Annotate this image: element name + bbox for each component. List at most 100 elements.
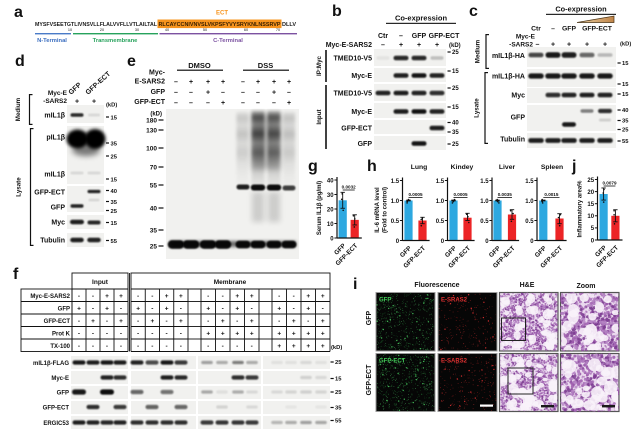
svg-text:-: -: [207, 293, 209, 300]
svg-text:0: 0: [396, 239, 400, 245]
svg-text:E-SRAS2: E-SRAS2: [441, 298, 468, 304]
svg-text:35: 35: [111, 200, 118, 206]
svg-text:0: 0: [330, 236, 334, 242]
svg-text:GFP: GFP: [58, 307, 70, 313]
svg-text:–: –: [256, 100, 260, 107]
svg-text:+: +: [306, 306, 310, 313]
svg-text:20: 20: [100, 28, 104, 32]
svg-text:+: +: [292, 331, 296, 338]
svg-text:+: +: [287, 79, 291, 86]
svg-text:+: +: [75, 99, 79, 106]
svg-text:Myc: Myc: [51, 220, 65, 227]
svg-text:–: –: [256, 90, 260, 97]
svg-text:+: +: [321, 343, 325, 350]
svg-text:+: +: [567, 42, 571, 49]
svg-text:–: –: [287, 90, 291, 97]
svg-text:+: +: [235, 293, 239, 300]
svg-text:(Fold to control): (Fold to control): [383, 187, 389, 233]
svg-text:-: -: [278, 293, 280, 300]
svg-text:0.5: 0.5: [525, 219, 534, 225]
svg-text:+: +: [119, 318, 123, 325]
svg-text:Ctr: Ctr: [378, 33, 388, 40]
svg-text:20: 20: [327, 207, 334, 213]
svg-text:TMED10-V5: TMED10-V5: [333, 56, 372, 63]
svg-text:–: –: [399, 33, 403, 40]
svg-text:40: 40: [622, 108, 628, 114]
svg-text:-: -: [137, 293, 139, 300]
svg-text:55: 55: [335, 419, 342, 425]
svg-text:15: 15: [335, 377, 342, 383]
svg-text:+: +: [179, 318, 183, 325]
svg-text:35: 35: [452, 130, 459, 136]
svg-text:+: +: [206, 90, 210, 97]
svg-text:GFP: GFP: [358, 141, 373, 148]
svg-text:55: 55: [622, 139, 629, 145]
svg-text:–: –: [206, 100, 210, 107]
svg-text:g: g: [308, 158, 318, 175]
svg-text:-: -: [322, 306, 324, 313]
svg-text:–: –: [241, 100, 245, 107]
svg-text:-SARS2: -SARS2: [509, 42, 533, 49]
svg-text:10: 10: [587, 214, 594, 220]
svg-text:40: 40: [327, 178, 334, 184]
svg-text:+: +: [105, 306, 109, 313]
svg-text:-: -: [222, 343, 224, 350]
svg-text:Input: Input: [92, 279, 109, 286]
svg-text:-: -: [166, 343, 168, 350]
svg-text:+: +: [306, 331, 310, 338]
svg-text:15: 15: [111, 116, 118, 122]
svg-text:-: -: [137, 331, 139, 338]
svg-text:–: –: [241, 79, 245, 86]
svg-text:15: 15: [111, 178, 118, 184]
svg-text:–: –: [272, 100, 276, 107]
svg-text:-: -: [236, 318, 238, 325]
svg-text:GFP: GFP: [51, 205, 66, 212]
svg-text:Zoom: Zoom: [576, 283, 595, 290]
svg-text:1.0: 1.0: [525, 199, 534, 205]
svg-text:f: f: [13, 266, 19, 283]
svg-text:100: 100: [146, 145, 157, 152]
svg-text:30: 30: [327, 193, 334, 199]
svg-text:a: a: [14, 4, 23, 21]
svg-text:35: 35: [111, 142, 118, 148]
svg-text:–: –: [241, 90, 245, 97]
svg-text:55: 55: [111, 239, 118, 245]
svg-text:–: –: [221, 90, 225, 97]
svg-text:Prot K: Prot K: [52, 332, 71, 338]
svg-text:Inflammatory area%: Inflammatory area%: [578, 180, 584, 238]
svg-text:+: +: [603, 42, 607, 49]
svg-text:Myc-E-SARS2: Myc-E-SARS2: [30, 294, 70, 300]
svg-text:+: +: [136, 306, 140, 313]
svg-text:C-Terminal: C-Terminal: [213, 38, 243, 44]
svg-text:mIL1β: mIL1β: [44, 113, 65, 120]
svg-text:-: -: [106, 343, 108, 350]
svg-text:+: +: [165, 293, 169, 300]
svg-text:mIL1β-HA: mIL1β-HA: [492, 53, 525, 60]
svg-text:+: +: [235, 331, 239, 338]
svg-text:25: 25: [452, 50, 459, 56]
svg-text:d: d: [15, 53, 25, 70]
svg-text:1.5: 1.5: [480, 179, 489, 185]
svg-text:Myc: Myc: [511, 93, 525, 100]
svg-text:-: -: [166, 331, 168, 338]
svg-text:0.0035: 0.0035: [498, 192, 512, 197]
svg-text:Myc-E-SARS2: Myc-E-SARS2: [326, 42, 372, 49]
svg-text:-: -: [92, 331, 94, 338]
svg-text:-: -: [151, 306, 153, 313]
svg-text:Lysate: Lysate: [474, 98, 481, 118]
svg-text:1.0: 1.0: [391, 199, 400, 205]
svg-text:Spleen: Spleen: [541, 164, 563, 171]
svg-text:+: +: [150, 318, 154, 325]
svg-text:-: -: [78, 293, 80, 300]
svg-text:IL-6 mRNA level: IL-6 mRNA level: [375, 187, 381, 233]
svg-text:1.5: 1.5: [436, 179, 445, 185]
svg-text:15: 15: [622, 61, 629, 67]
svg-text:-: -: [207, 318, 209, 325]
svg-text:60: 60: [244, 28, 248, 32]
svg-text:+: +: [250, 331, 254, 338]
svg-text:MYSFVSEETGTLIVNSVLLFLALVVFLLVT: MYSFVSEETGTLIVNSVLLFLALVVFLLVTLAILTAL: [35, 22, 157, 28]
svg-text:i: i: [353, 276, 357, 293]
svg-text:IP:Myc: IP:Myc: [316, 55, 323, 76]
svg-text:-: -: [307, 318, 309, 325]
svg-text:30: 30: [135, 28, 139, 32]
